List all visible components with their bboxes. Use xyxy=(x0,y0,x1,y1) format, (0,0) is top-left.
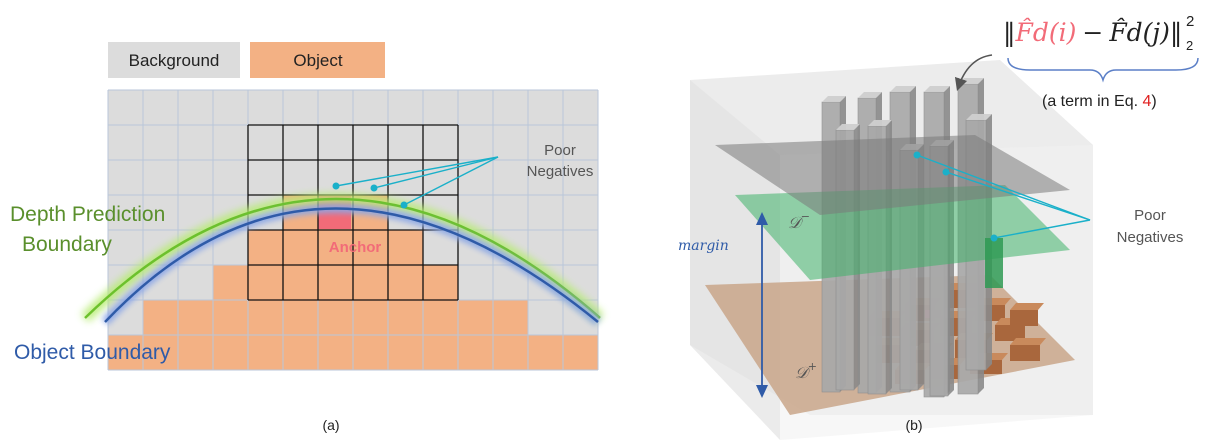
legend-background-label: Background xyxy=(129,51,220,70)
caption-b: (b) xyxy=(905,417,922,433)
panel-b: 𝒟− 𝒟+ margin Poor Negatives ‖F̂d(i) − F̂d(… xyxy=(678,13,1199,440)
object-cell-column xyxy=(563,335,598,370)
object-boundary-line xyxy=(104,207,599,323)
object-cell-column xyxy=(108,335,143,370)
anchor-label: Anchor xyxy=(329,239,382,256)
formula-subscript: 2 xyxy=(1186,38,1193,53)
object-cell-column xyxy=(353,195,388,370)
object-cell-column xyxy=(213,265,248,370)
d-minus-label: 𝒟− xyxy=(788,210,810,232)
poor-negatives-label-a-line2: Negatives xyxy=(527,163,594,180)
poor-negatives-label-b-line2: Negatives xyxy=(1117,229,1184,246)
formula-superscript: 2 xyxy=(1186,13,1194,30)
object-cell-column xyxy=(528,335,563,370)
formula-pointer-arrow xyxy=(954,54,993,92)
object-cell-column xyxy=(423,265,458,370)
formula: ‖F̂d(i) − F̂d(j)‖ xyxy=(1003,18,1182,48)
panel-a: Background Object Anchor Poor Negatives … xyxy=(10,42,604,433)
green-bar xyxy=(985,238,1003,288)
floor-block xyxy=(995,325,1025,341)
margin-label: margin xyxy=(678,238,729,254)
floor-block xyxy=(1010,310,1038,326)
legend-object-swatch xyxy=(250,42,385,78)
poor-negatives-pointers-a xyxy=(332,156,499,209)
d-minus-plane xyxy=(715,135,1070,215)
object-boundary-label: Object Boundary xyxy=(14,341,171,364)
floor-block xyxy=(1010,345,1040,361)
depth-boundary-label-line2: Boundary xyxy=(22,233,112,256)
margin-arrow-head-top xyxy=(756,212,768,225)
depth-boundary-label-line1: Depth Prediction xyxy=(10,203,165,226)
d-plus-label: 𝒟+ xyxy=(795,360,817,382)
poor-negatives-label-b-line1: Poor xyxy=(1134,207,1166,224)
object-cell-column xyxy=(283,195,318,370)
formula-note: (a term in Eq. 4) xyxy=(1042,93,1157,110)
poor-negatives-label-a-line1: Poor xyxy=(544,142,576,159)
margin-arrow-head-bottom xyxy=(756,385,768,398)
poor-negatives-pointers-b xyxy=(913,151,1091,242)
formula-brace xyxy=(1007,57,1199,83)
legend-background-swatch xyxy=(108,42,240,78)
depth-prediction-boundary-line xyxy=(84,197,601,319)
legend-object-label: Object xyxy=(293,51,342,70)
caption-a: (a) xyxy=(322,417,339,433)
